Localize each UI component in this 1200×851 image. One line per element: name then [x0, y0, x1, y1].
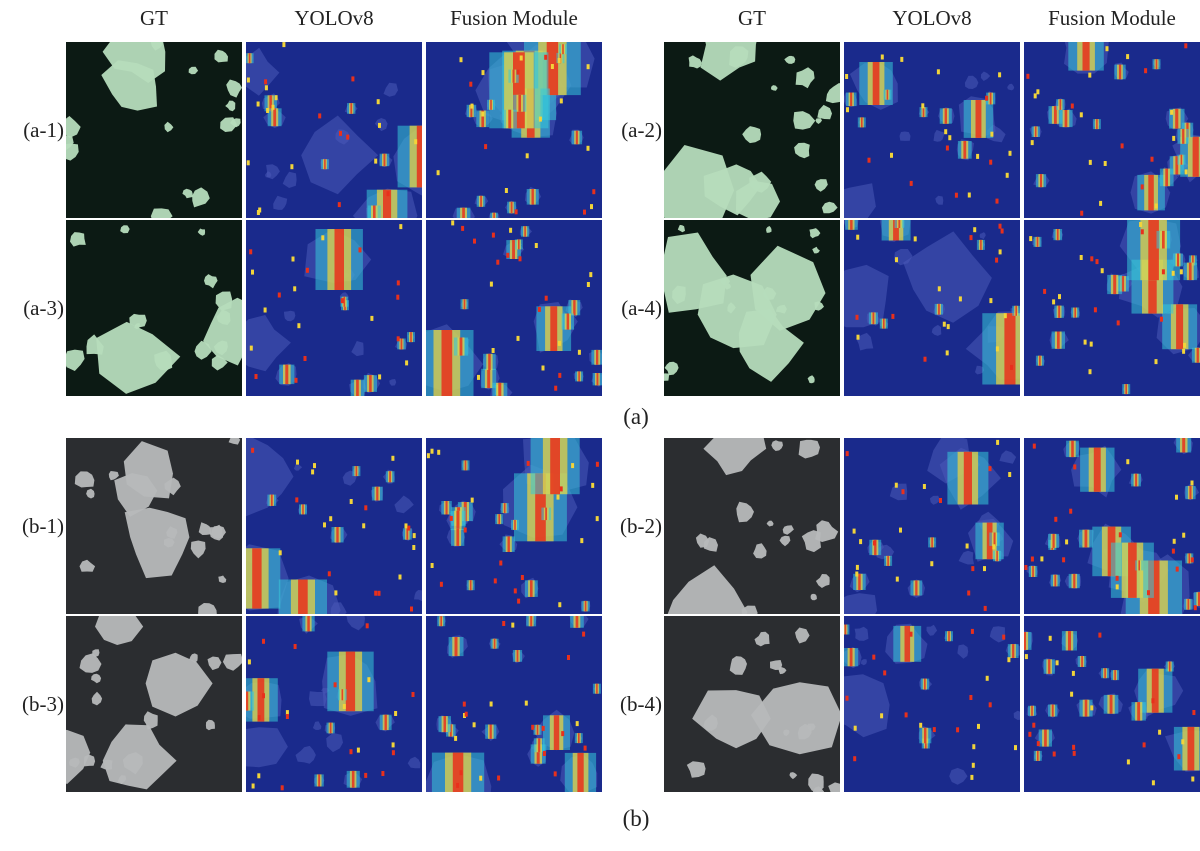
- panel-a4-gt: [664, 220, 840, 396]
- panel-a3-gt: [66, 220, 242, 396]
- panel-a4-fusion: [1024, 220, 1200, 396]
- panel-a1-yolov8: [246, 42, 422, 218]
- header-yolov8-left: YOLOv8: [294, 6, 374, 30]
- panel-a2-yolov8: [844, 42, 1020, 218]
- row-label-a3: (a-3): [23, 296, 64, 320]
- header-fusion-right: Fusion Module: [1048, 6, 1176, 30]
- panel-b4-yolov8: [844, 616, 1020, 792]
- row-label-b1: (b-1): [22, 514, 64, 538]
- panel-a3-fusion: [426, 220, 602, 396]
- panel-b2-gt: [664, 438, 840, 614]
- panel-b1-yolov8: [246, 438, 422, 614]
- panel-b2-fusion: [1024, 438, 1200, 614]
- panel-a4-yolov8: [844, 220, 1020, 396]
- row-label-b3: (b-3): [22, 692, 64, 716]
- panel-a3-yolov8: [246, 220, 422, 396]
- panel-a2-fusion: [1024, 42, 1200, 218]
- panel-b4-gt: [664, 616, 840, 792]
- header-gt-left: GT: [140, 6, 168, 30]
- row-label-b2: (b-2): [620, 514, 662, 538]
- header-fusion-left: Fusion Module: [450, 6, 578, 30]
- panel-a2-gt: [664, 42, 840, 218]
- panel-b3-yolov8: [246, 616, 422, 792]
- section-label-b: (b): [622, 806, 650, 831]
- panel-b2-yolov8: [844, 438, 1020, 614]
- header-gt-right: GT: [738, 6, 766, 30]
- panel-a1-fusion: [426, 42, 602, 218]
- panel-b3-fusion: [426, 616, 602, 792]
- row-label-a4: (a-4): [621, 296, 662, 320]
- panel-b4-fusion: [1024, 616, 1200, 792]
- row-label-b4: (b-4): [620, 692, 662, 716]
- row-label-a2: (a-2): [621, 118, 662, 142]
- panel-a1-gt: [66, 42, 242, 218]
- row-label-a1: (a-1): [23, 118, 64, 142]
- panel-b3-gt: [66, 616, 242, 792]
- header-yolov8-right: YOLOv8: [892, 6, 972, 30]
- panel-b1-gt: [66, 438, 242, 614]
- panel-b1-fusion: [426, 438, 602, 614]
- section-label-a: (a): [623, 404, 649, 429]
